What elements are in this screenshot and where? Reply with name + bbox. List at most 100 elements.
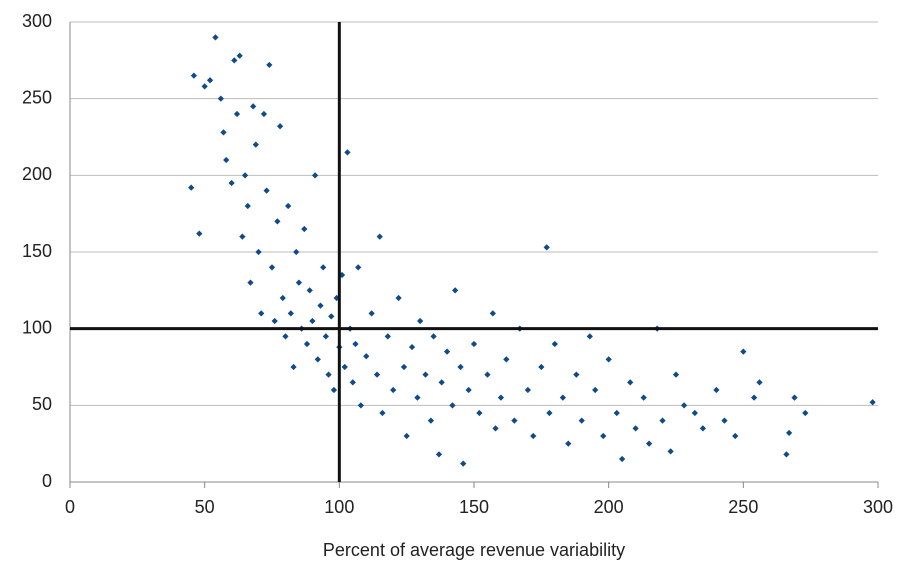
point [357,402,364,409]
point [260,110,268,118]
point [301,225,308,233]
x-axis-label: Percent of average revenue variability [323,540,625,560]
point [274,218,281,225]
point [320,264,327,271]
point [457,363,464,371]
point [190,72,198,79]
point [379,409,386,417]
point [627,379,634,386]
point [497,394,505,401]
point [403,432,410,440]
point [565,440,572,447]
point [290,363,297,371]
point [239,233,246,240]
point [408,343,416,351]
point [691,409,698,417]
point [559,394,566,401]
x-tick-label: 150 [459,497,489,517]
point [322,333,329,340]
point [573,371,580,378]
point [750,394,758,401]
y-tick-label: 300 [22,11,52,31]
point [680,402,688,409]
point [268,264,276,271]
point [699,425,707,432]
point [317,302,324,309]
point [231,57,238,64]
point [314,356,321,363]
x-tick-label: 200 [594,497,624,517]
point [212,34,219,41]
point [228,179,235,187]
point [659,417,666,424]
point [667,448,674,455]
point [546,409,553,417]
point [206,77,214,84]
point [452,287,459,294]
point [443,348,451,355]
point [306,287,313,294]
point [250,103,257,110]
point [196,230,203,237]
point [476,409,483,417]
point [247,279,254,286]
point [802,409,809,417]
point [352,340,359,348]
point [524,386,531,394]
y-tick-label: 150 [22,241,52,261]
point [732,432,739,440]
x-tick-label: 250 [728,497,758,517]
x-tick-label: 100 [324,497,354,517]
point [465,386,472,394]
point [395,294,402,302]
point [578,417,585,424]
point [427,417,435,424]
point [376,233,383,240]
point [530,432,537,440]
point [282,333,289,340]
point [470,340,478,348]
point [435,451,443,458]
point [368,310,375,317]
point [311,172,319,179]
point [503,356,510,363]
point [217,95,224,102]
point [484,371,491,378]
point [244,202,251,210]
point [236,52,243,59]
point [220,129,227,136]
point [430,333,437,340]
point [640,394,647,401]
point [295,279,303,286]
point [287,310,294,317]
point [438,379,445,386]
point [489,310,496,317]
point [341,363,348,371]
point [252,141,259,148]
point [786,429,793,437]
point [543,244,550,251]
point [783,451,790,458]
point [328,313,335,320]
point [713,386,720,394]
point [293,248,300,256]
point [605,356,612,363]
y-tick-label: 50 [32,394,52,414]
point [285,202,292,210]
point [201,83,208,90]
point [223,156,230,164]
point [869,399,876,406]
point [384,333,391,340]
point [592,386,599,394]
y-tick-label: 100 [22,317,52,337]
point [303,340,311,348]
x-tick-label: 0 [65,497,75,517]
point [233,110,241,118]
point [619,455,626,463]
point [551,340,558,348]
point [255,248,262,256]
point [511,417,518,424]
point [538,363,545,371]
point [460,460,467,467]
